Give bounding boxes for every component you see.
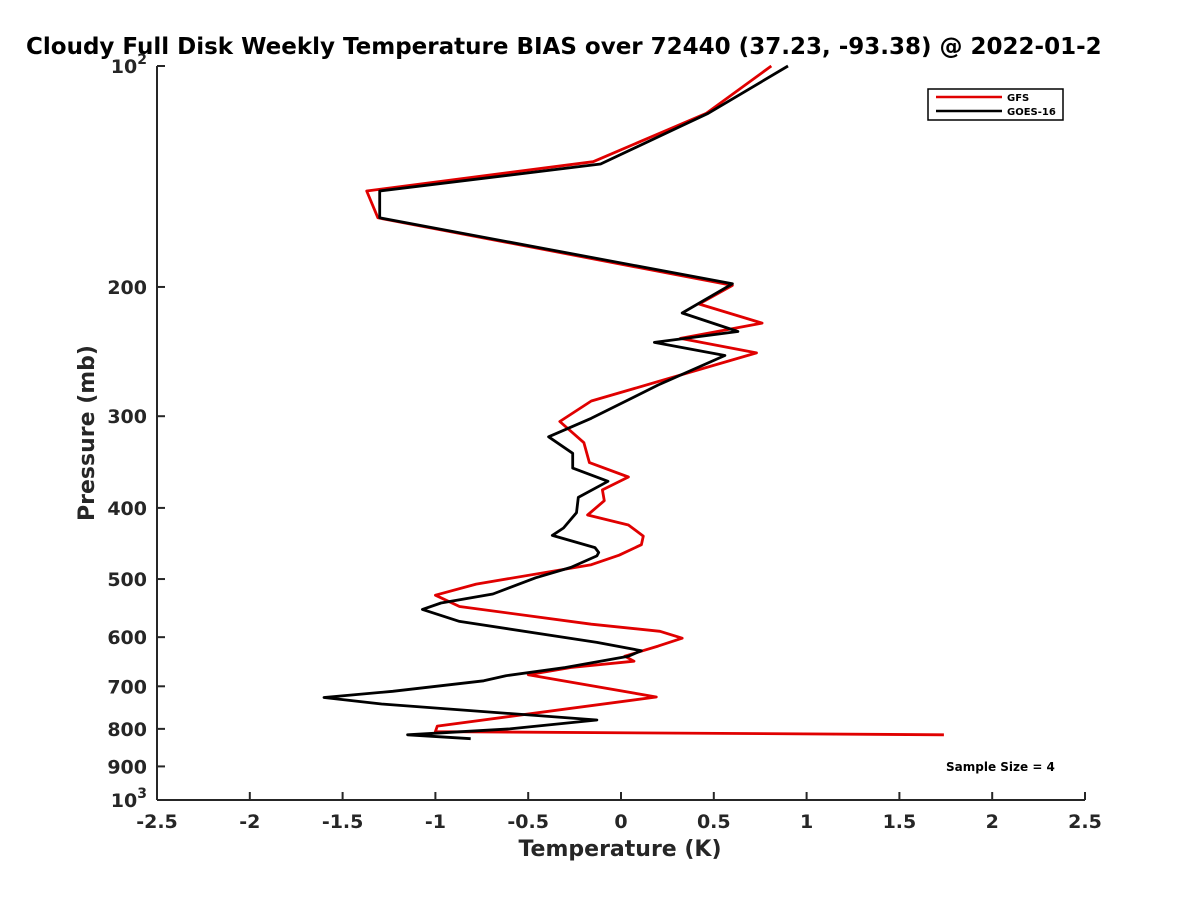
x-axis-label: Temperature (K) [518,837,721,862]
x-tick-label: -1 [425,811,446,833]
y-tick-label: 200 [107,277,147,299]
x-tick-label: 2.5 [1068,811,1102,833]
series-line-gfs [365,64,944,737]
series-layer [322,64,944,741]
legend: GFS GOES-16 [927,88,1064,121]
x-tick-label: 0.5 [697,811,731,833]
y-tick-label: 700 [107,676,147,698]
sample-size-annotation: Sample Size = 4 [946,760,1055,774]
legend-label-gfs: GFS [1007,93,1029,104]
x-tick-label: 0 [614,811,627,833]
chart-title: Cloudy Full Disk Weekly Temperature BIAS… [26,34,1102,60]
y-axis: 102 200 300 400 500 600 700 800 900 103 [107,52,165,812]
x-tick-label: 1.5 [883,811,917,833]
y-tick-label: 102 [111,52,147,78]
x-tick-label: -1.5 [322,811,364,833]
series-line-goes16 [322,64,789,741]
y-tick-label: 300 [107,406,147,428]
x-tick-label: 1 [800,811,813,833]
y-tick-label: 500 [107,569,147,591]
y-tick-label: 600 [107,627,147,649]
legend-box [927,88,1064,121]
legend-label-goes16: GOES-16 [1007,107,1056,118]
y-tick-label: 800 [107,719,147,741]
x-axis: -2.5 -2 -1.5 -1 -0.5 0 0.5 1 1.5 2 2.5 [136,792,1102,833]
y-tick-label: 400 [107,498,147,520]
x-tick-label: -2 [239,811,260,833]
y-tick-label: 900 [107,756,147,778]
x-tick-label: 2 [986,811,999,833]
y-tick-label: 103 [111,786,147,812]
y-axis-label: Pressure (mb) [75,345,100,521]
x-tick-label: -2.5 [136,811,178,833]
x-tick-label: -0.5 [507,811,549,833]
